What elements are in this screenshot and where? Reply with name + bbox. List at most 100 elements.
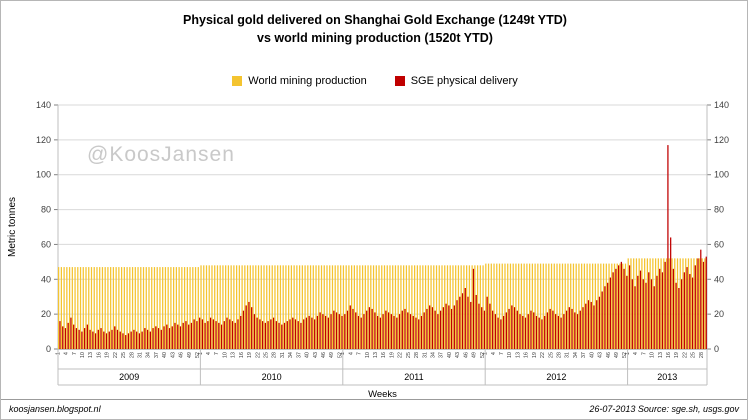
chart-title-line2: vs world mining production (1520t YTD) bbox=[257, 31, 493, 45]
svg-text:10: 10 bbox=[650, 352, 656, 358]
svg-text:16: 16 bbox=[524, 352, 530, 358]
svg-text:37: 37 bbox=[296, 352, 302, 358]
legend-swatch-mining-icon bbox=[232, 76, 243, 86]
legend-item-sge: SGE physical delivery bbox=[394, 75, 518, 87]
svg-text:7: 7 bbox=[214, 352, 220, 355]
svg-text:Weeks: Weeks bbox=[368, 389, 397, 397]
svg-text:40: 40 bbox=[589, 352, 595, 358]
svg-text:7: 7 bbox=[499, 352, 505, 355]
svg-text:20: 20 bbox=[714, 309, 724, 319]
svg-text:60: 60 bbox=[714, 239, 724, 249]
svg-text:22: 22 bbox=[113, 352, 119, 358]
svg-text:22: 22 bbox=[540, 352, 546, 358]
chart-title-line1: Physical gold delivered on Shanghai Gold… bbox=[183, 13, 567, 27]
svg-text:22: 22 bbox=[682, 352, 688, 358]
svg-text:120: 120 bbox=[36, 135, 51, 145]
svg-text:31: 31 bbox=[422, 352, 428, 358]
svg-text:25: 25 bbox=[548, 352, 554, 358]
legend-label-sge: SGE physical delivery bbox=[410, 75, 518, 87]
svg-text:40: 40 bbox=[447, 352, 453, 358]
svg-text:40: 40 bbox=[305, 352, 311, 358]
svg-text:100: 100 bbox=[36, 170, 51, 180]
svg-text:28: 28 bbox=[272, 352, 278, 358]
svg-text:49: 49 bbox=[187, 352, 193, 358]
chart-title: Physical gold delivered on Shanghai Gold… bbox=[1, 11, 747, 47]
svg-text:80: 80 bbox=[714, 205, 724, 215]
svg-text:25: 25 bbox=[263, 352, 269, 358]
svg-text:0: 0 bbox=[46, 344, 51, 354]
svg-text:34: 34 bbox=[288, 352, 294, 358]
svg-text:19: 19 bbox=[532, 352, 538, 358]
svg-text:2009: 2009 bbox=[119, 372, 139, 382]
svg-text:4: 4 bbox=[491, 352, 497, 355]
svg-text:43: 43 bbox=[455, 352, 461, 358]
svg-text:40: 40 bbox=[41, 274, 51, 284]
svg-text:10: 10 bbox=[222, 352, 228, 358]
svg-text:43: 43 bbox=[170, 352, 176, 358]
svg-text:28: 28 bbox=[556, 352, 562, 358]
svg-text:46: 46 bbox=[463, 352, 469, 358]
svg-text:49: 49 bbox=[614, 352, 620, 358]
svg-text:2010: 2010 bbox=[262, 372, 282, 382]
svg-text:140: 140 bbox=[714, 100, 729, 110]
svg-text:34: 34 bbox=[431, 352, 437, 358]
svg-text:28: 28 bbox=[414, 352, 420, 358]
svg-text:2013: 2013 bbox=[657, 372, 677, 382]
svg-text:4: 4 bbox=[64, 352, 70, 355]
svg-text:10: 10 bbox=[80, 352, 86, 358]
svg-text:25: 25 bbox=[121, 352, 127, 358]
svg-text:7: 7 bbox=[641, 352, 647, 355]
svg-text:100: 100 bbox=[714, 170, 729, 180]
svg-text:31: 31 bbox=[565, 352, 571, 358]
svg-text:43: 43 bbox=[598, 352, 604, 358]
svg-text:13: 13 bbox=[515, 352, 521, 358]
chart-svg: 0 0 20 20 40 40 60 60 80 80 100 100 120 120 140 140 Metr… bbox=[7, 100, 729, 400]
svg-text:13: 13 bbox=[373, 352, 379, 358]
svg-text:16: 16 bbox=[666, 352, 672, 358]
svg-text:16: 16 bbox=[381, 352, 387, 358]
svg-text:49: 49 bbox=[472, 352, 478, 358]
footer-blog-url: koosjansen.blogspot.nl bbox=[9, 404, 101, 414]
svg-text:34: 34 bbox=[146, 352, 152, 358]
svg-text:10: 10 bbox=[365, 352, 371, 358]
svg-text:2011: 2011 bbox=[404, 372, 423, 382]
svg-text:52: 52 bbox=[195, 352, 201, 358]
svg-text:13: 13 bbox=[88, 352, 94, 358]
svg-text:13: 13 bbox=[658, 352, 664, 358]
svg-text:52: 52 bbox=[622, 352, 628, 358]
svg-text:46: 46 bbox=[179, 352, 185, 358]
svg-text:4: 4 bbox=[633, 352, 639, 355]
svg-text:22: 22 bbox=[255, 352, 261, 358]
svg-text:13: 13 bbox=[231, 352, 237, 358]
svg-text:31: 31 bbox=[280, 352, 286, 358]
svg-text:25: 25 bbox=[691, 352, 697, 358]
legend-item-mining: World mining production bbox=[232, 75, 367, 87]
svg-text:25: 25 bbox=[406, 352, 412, 358]
svg-text:7: 7 bbox=[357, 352, 363, 355]
svg-text:7: 7 bbox=[72, 352, 78, 355]
svg-text:2012: 2012 bbox=[546, 372, 566, 382]
svg-text:52: 52 bbox=[337, 352, 343, 358]
svg-text:22: 22 bbox=[398, 352, 404, 358]
svg-text:4: 4 bbox=[206, 352, 212, 355]
svg-text:40: 40 bbox=[714, 274, 724, 284]
svg-text:19: 19 bbox=[247, 352, 253, 358]
legend-label-mining: World mining production bbox=[248, 75, 367, 87]
svg-text:52: 52 bbox=[480, 352, 486, 358]
svg-text:46: 46 bbox=[321, 352, 327, 358]
svg-text:10: 10 bbox=[507, 352, 513, 358]
svg-text:16: 16 bbox=[96, 352, 102, 358]
svg-text:46: 46 bbox=[606, 352, 612, 358]
svg-text:49: 49 bbox=[329, 352, 335, 358]
legend: World mining production SGE physical del… bbox=[1, 75, 747, 87]
svg-text:19: 19 bbox=[389, 352, 395, 358]
watermark: @KoosJansen bbox=[87, 143, 235, 166]
legend-swatch-sge-icon bbox=[394, 76, 405, 86]
svg-text:37: 37 bbox=[154, 352, 160, 358]
svg-text:80: 80 bbox=[41, 205, 51, 215]
svg-text:37: 37 bbox=[439, 352, 445, 358]
svg-text:20: 20 bbox=[41, 309, 51, 319]
footer-divider bbox=[1, 399, 747, 400]
chart-area: 0 0 20 20 40 40 60 60 80 80 100 100 120 120 140 140 Metr… bbox=[1, 97, 747, 400]
